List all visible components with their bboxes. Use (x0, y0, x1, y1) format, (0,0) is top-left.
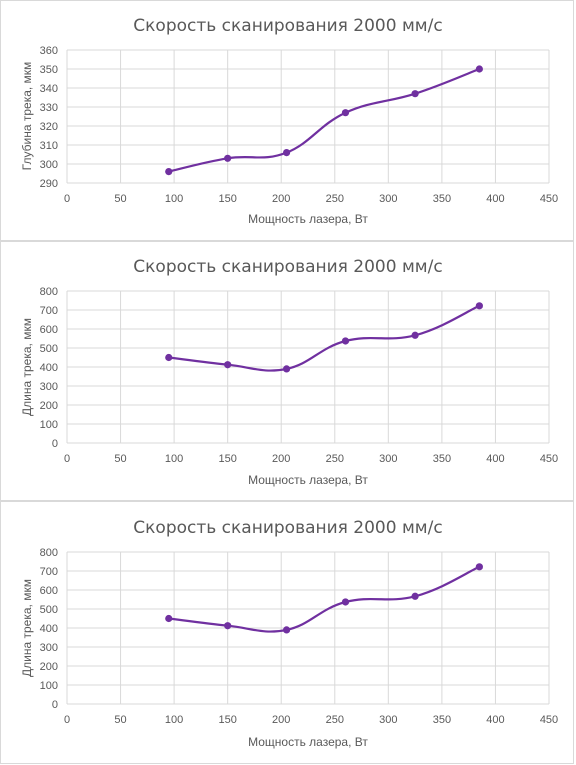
y-axis-label: Глубина трека, мкм (20, 62, 34, 171)
chart-panel-depth: Скорость сканирования 2000 мм/с 0 50 100 15… (0, 0, 574, 241)
x-tick-label: 300 (379, 453, 397, 465)
y-axis-label: Длина трека, мкм (20, 579, 34, 677)
series-line (168, 67, 480, 173)
data-point (224, 361, 232, 369)
chart-panel-length-1: Скорость сканирования 2000 мм/с 0 50 100 15… (0, 241, 574, 501)
y-tick-label: 0 (52, 699, 58, 711)
chart-title: Скорость сканирования 2000 мм/с (133, 16, 442, 36)
x-tick-label: 200 (272, 193, 290, 205)
data-point (282, 365, 291, 373)
y-tick-label: 400 (40, 623, 58, 635)
y-tick-label: 360 (40, 45, 58, 57)
y-tick-label: 300 (40, 159, 58, 171)
y-tick-label: 400 (40, 362, 58, 374)
x-tick-label: 0 (64, 453, 70, 465)
data-point (341, 109, 350, 117)
y-tick-label: 800 (40, 286, 58, 298)
data-point (411, 592, 419, 600)
series-line (168, 565, 480, 633)
data-point (475, 563, 483, 571)
x-tick-label: 350 (433, 453, 451, 465)
y-tick-label: 700 (40, 305, 58, 317)
y-tick-label: 310 (40, 140, 58, 152)
x-tick-label: 200 (272, 714, 290, 726)
y-tick-label: 800 (40, 547, 58, 559)
x-tick-label: 150 (218, 453, 236, 465)
x-tick-label: 50 (114, 193, 126, 205)
y-tick-label: 320 (40, 121, 58, 133)
y-tick-label: 700 (40, 566, 58, 578)
data-point (165, 353, 173, 362)
series-line (168, 304, 480, 372)
data-point (282, 626, 291, 634)
data-point (341, 598, 350, 606)
length-chart-svg: Скорость сканирования 2000 мм/с 0 50 100 15… (20, 518, 558, 749)
y-tick-label: 500 (40, 604, 58, 616)
data-point (411, 90, 419, 98)
x-tick-label: 200 (272, 453, 290, 465)
data-point (224, 154, 232, 162)
x-tick-label: 0 (64, 193, 70, 205)
x-tick-label: 150 (218, 193, 236, 205)
y-tick-label: 500 (40, 343, 58, 355)
x-axis-label: Мощность лазера, Вт (248, 735, 368, 749)
y-tick-label: 200 (40, 661, 58, 673)
y-tick-label: 300 (40, 642, 58, 654)
y-tick-label: 340 (40, 83, 58, 95)
x-axis-label: Мощность лазера, Вт (248, 212, 368, 226)
x-tick-label: 400 (486, 193, 504, 205)
chart-title: Скорость сканирования 2000 мм/с (133, 257, 442, 277)
y-tick-label: 600 (40, 324, 58, 336)
x-tick-label: 350 (433, 193, 451, 205)
x-axis-label: Мощность лазера, Вт (248, 473, 368, 487)
x-tick-label: 450 (540, 714, 558, 726)
data-point (475, 302, 483, 310)
data-point (165, 168, 173, 176)
x-tick-label: 250 (326, 714, 344, 726)
x-tick-label: 450 (540, 453, 558, 465)
y-axis-label: Длина трека, мкм (20, 318, 34, 416)
y-tick-label: 300 (40, 381, 58, 393)
data-point (341, 337, 350, 345)
x-tick-label: 100 (165, 193, 183, 205)
chart-panel-length-2: Скорость сканирования 2000 мм/с 0 50 100 15… (0, 501, 574, 764)
y-tick-label: 350 (40, 64, 58, 76)
y-tick-label: 600 (40, 585, 58, 597)
x-tick-label: 450 (540, 193, 558, 205)
y-tick-label: 200 (40, 400, 58, 412)
x-tick-label: 50 (114, 453, 126, 465)
data-point (475, 65, 483, 73)
y-tick-label: 330 (40, 102, 58, 114)
y-tick-label: 100 (40, 419, 58, 431)
x-tick-label: 100 (165, 453, 183, 465)
x-tick-label: 100 (165, 714, 183, 726)
y-tick-label: 100 (40, 680, 58, 692)
x-tick-label: 400 (486, 714, 504, 726)
data-point (165, 614, 173, 623)
y-tick-label: 290 (40, 178, 58, 190)
data-point (224, 622, 232, 630)
x-tick-label: 250 (326, 453, 344, 465)
x-tick-label: 50 (114, 714, 126, 726)
data-point (282, 149, 291, 157)
y-tick-label: 0 (52, 438, 58, 450)
x-tick-label: 300 (379, 193, 397, 205)
x-tick-label: 250 (326, 193, 344, 205)
chart-title: Скорость сканирования 2000 мм/с (133, 518, 442, 538)
depth-chart-svg: Скорость сканирования 2000 мм/с 0 50 100 15… (20, 16, 558, 226)
x-tick-label: 400 (486, 453, 504, 465)
data-point (411, 331, 419, 339)
x-tick-label: 350 (433, 714, 451, 726)
x-tick-label: 150 (218, 714, 236, 726)
x-tick-label: 0 (64, 714, 70, 726)
length-chart-svg: Скорость сканирования 2000 мм/с 0 50 100 15… (20, 257, 558, 487)
x-tick-label: 300 (379, 714, 397, 726)
